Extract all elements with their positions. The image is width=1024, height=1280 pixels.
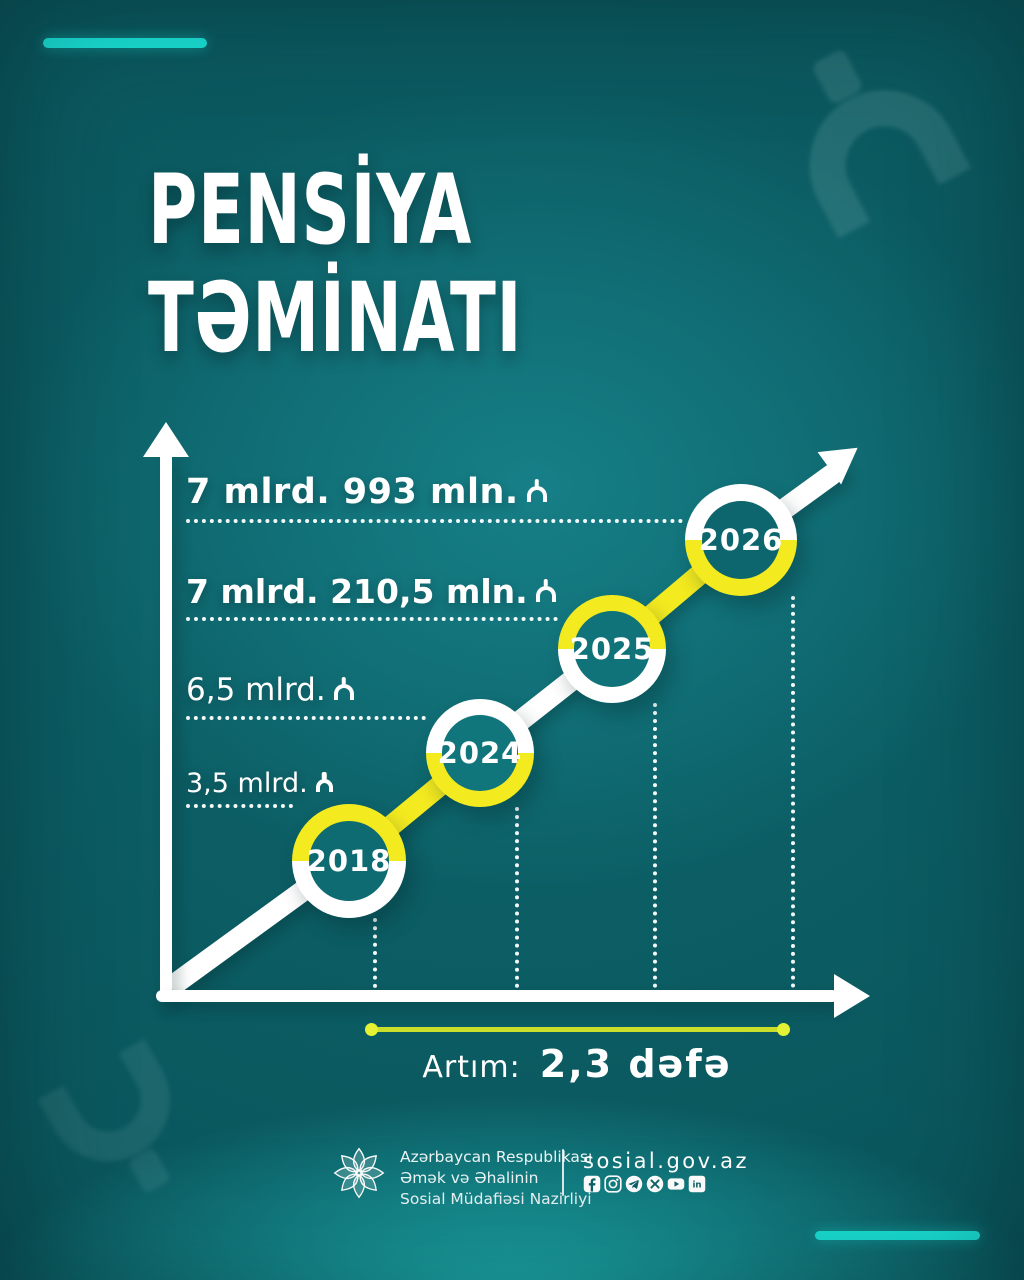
ministry-name: Azərbaycan Respublikası Əmək və Əhalinin… [400,1147,592,1210]
growth-range-dot-left [365,1023,378,1036]
ministry-name-line-3: Sosial Müdafiəsi Nazirliyi [400,1189,592,1208]
linkedin-icon: in [688,1175,706,1193]
page-title-line-2: TƏMİNATI [148,262,523,374]
youtube-icon [667,1175,685,1193]
ministry-logo-icon [332,1146,386,1200]
value-label-text: 6,5 mlrd. [186,672,326,708]
footer-divider [562,1149,564,1196]
gridline-v-2024 [515,807,519,988]
value-label-text: 3,5 mlrd. [186,768,308,799]
instagram-icon [604,1175,622,1193]
social-icons-row: in [583,1175,706,1193]
ministry-name-line-2: Əmək və Əhalinin [400,1168,539,1187]
page-title: PENSİYA TƏMİNATI [148,156,683,372]
gridline-v-2018 [373,918,377,988]
gridline-h-35 [186,804,293,808]
page-title-line-1: PENSİYA [148,154,472,266]
year-label: 2024 [437,736,523,770]
growth-range-dot-right [777,1023,790,1036]
svg-text:in: in [692,1180,701,1190]
growth-value: 2,3 dəfə [539,1042,732,1086]
year-label: 2018 [306,844,392,878]
x-axis-arrow-icon [834,974,870,1018]
value-label-7993: 7 mlrd. 993 mln. [186,472,547,512]
value-label-7210: 7 mlrd. 210,5 mln. [186,572,556,611]
telegram-icon [625,1175,643,1193]
manat-icon [315,779,333,792]
facebook-icon [583,1175,601,1193]
manat-icon [333,684,354,700]
year-node-2018: 2018 [292,804,406,918]
value-label-65: 6,5 mlrd. [186,672,354,708]
x-icon [646,1175,664,1193]
ministry-name-line-1: Azərbaycan Respublikası [400,1148,593,1166]
website-text: sosial.gov.az [583,1149,749,1173]
manat-watermark-icon [37,1038,193,1195]
growth-annotation: Artım: 2,3 dəfə [327,1042,827,1086]
accent-bar-top [43,38,207,48]
manat-icon [526,486,547,502]
manat-watermark-icon [783,48,971,239]
value-label-35: 3,5 mlrd. [186,768,333,799]
gridline-h-7993 [186,519,683,523]
value-label-text: 7 mlrd. 993 mln. [186,472,519,512]
growth-range-line [371,1027,783,1032]
gridline-h-7210 [186,617,558,621]
accent-bar-bottom [815,1231,980,1240]
gridline-h-65 [186,716,426,720]
gridline-v-2025 [653,703,657,988]
year-node-2024: 2024 [426,699,534,807]
y-axis [160,452,172,1000]
manat-icon [535,585,556,602]
gridline-v-2026 [791,596,795,988]
value-label-text: 7 mlrd. 210,5 mln. [186,572,528,611]
y-axis-arrow-icon [143,422,189,457]
growth-label: Artım: [422,1050,521,1085]
year-label: 2026 [698,523,784,557]
year-node-2025: 2025 [558,595,666,703]
x-axis [156,990,838,1002]
year-node-2026: 2026 [685,484,797,596]
year-label: 2025 [569,632,655,666]
